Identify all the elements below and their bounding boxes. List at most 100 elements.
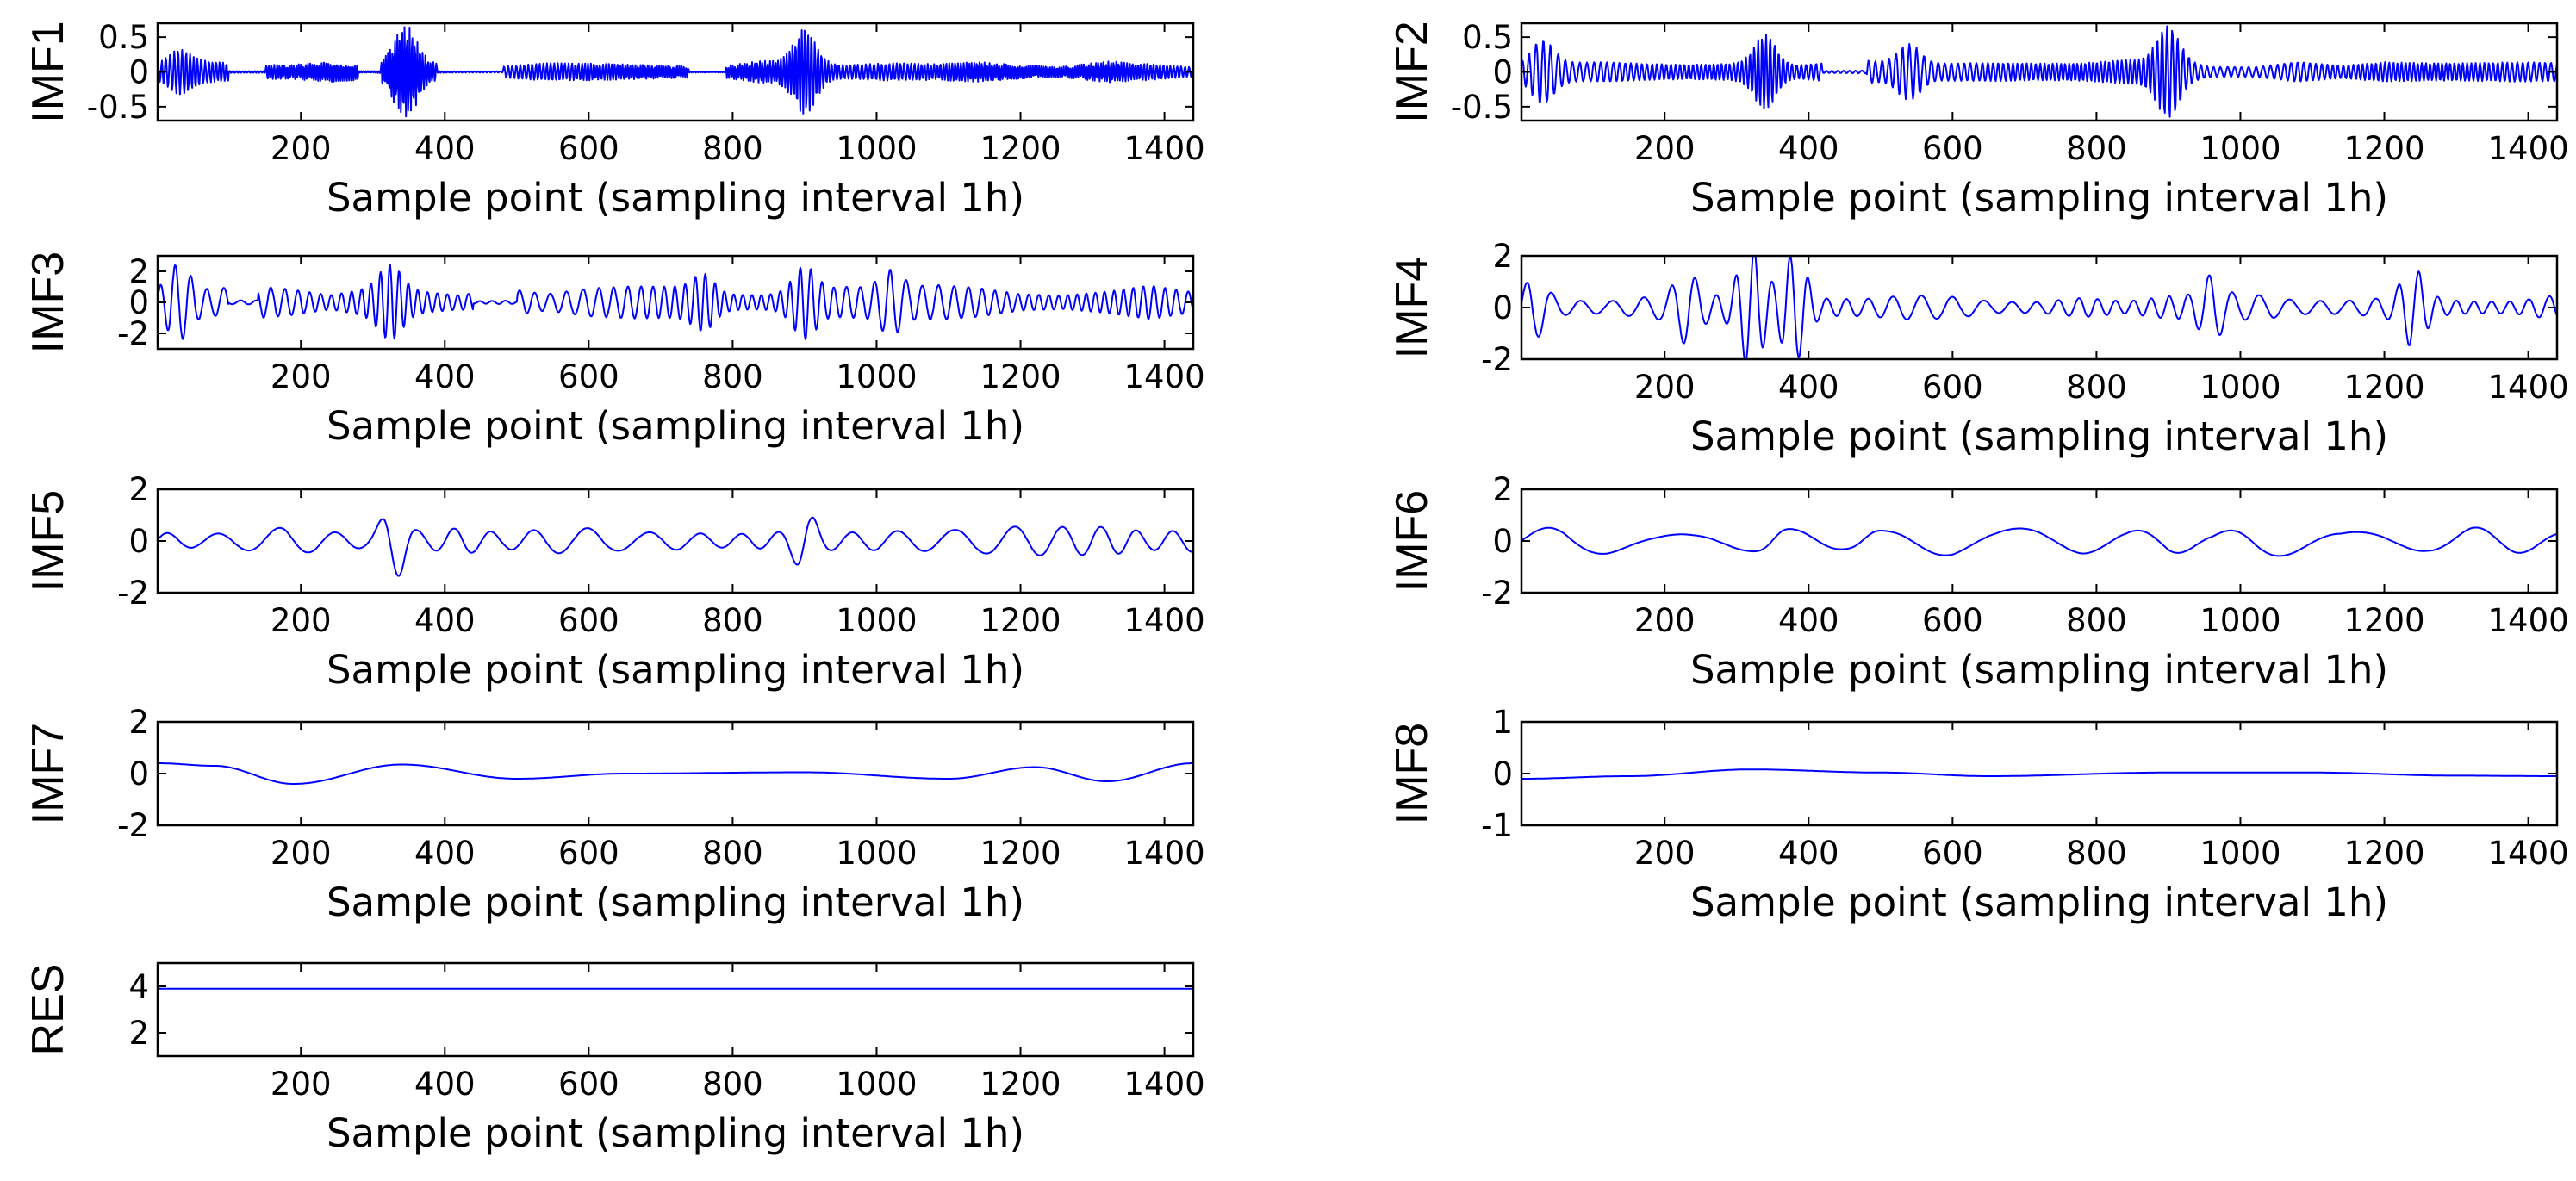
- y-axis-label: IMF5: [23, 490, 73, 592]
- x-tick-label: 800: [702, 358, 763, 395]
- x-tick-label: 400: [414, 1066, 476, 1103]
- x-tick-label: 1200: [980, 1066, 1061, 1103]
- y-tick-label: -0.5: [1451, 89, 1513, 126]
- y-axis-label: IMF8: [1387, 723, 1437, 824]
- y-axis-label: IMF7: [23, 723, 73, 824]
- y-tick-label: 0: [1492, 54, 1513, 91]
- x-tick-label: 1200: [2343, 369, 2424, 406]
- x-tick-label: 200: [1634, 602, 1696, 639]
- x-axis-label: Sample point (sampling interval 1h): [327, 403, 1024, 449]
- y-tick-label: 2: [128, 704, 149, 741]
- x-axis-label: Sample point (sampling interval 1h): [327, 175, 1024, 221]
- x-tick-label: 1400: [2488, 369, 2569, 406]
- x-tick-label: 800: [2066, 602, 2127, 639]
- x-tick-label: 800: [2066, 835, 2127, 872]
- y-axis-label: IMF6: [1387, 490, 1437, 592]
- x-axis-label: Sample point (sampling interval 1h): [327, 880, 1024, 925]
- y-tick-label: 1: [1492, 704, 1513, 741]
- x-tick-label: 600: [558, 602, 619, 639]
- subplot-imf8: 200 400 600 800 1000 1200 1400 1 0 -1 IMF8 Sample p…: [1387, 704, 2569, 925]
- x-tick-label: 800: [702, 835, 763, 872]
- x-axis-label: Sample point (sampling interval 1h): [1690, 413, 2388, 459]
- x-tick-label: 1200: [980, 358, 1061, 395]
- x-tick-label: 1200: [980, 835, 1061, 872]
- x-tick-label: 200: [1634, 835, 1696, 872]
- x-tick-label: 600: [1922, 602, 1983, 639]
- x-tick-label: 1000: [2200, 835, 2280, 872]
- subplot-imf1: 200 400 600 800 1000 1200 1400 0.50-0.5 IMF1 Samp…: [23, 19, 1205, 221]
- x-tick-label: 600: [558, 358, 619, 395]
- x-tick-label: 1400: [1124, 835, 1205, 872]
- x-tick-label: 1400: [1124, 130, 1205, 167]
- subplot-res: 200 400 600 800 1000 1200 1400 4 2 RES Sample poin…: [23, 961, 1205, 1156]
- series-line-imf1: [158, 26, 1193, 118]
- x-tick-label: 1400: [2488, 130, 2569, 167]
- y-tick-label: -2: [117, 575, 149, 612]
- x-tick-label: 1000: [836, 358, 917, 395]
- y-tick-label: -2: [1481, 341, 1513, 378]
- y-tick-label: 2: [1492, 471, 1513, 508]
- x-tick-label: 600: [1922, 369, 1983, 406]
- y-tick-label: 0: [1492, 289, 1513, 326]
- x-tick-label: 400: [1778, 835, 1839, 872]
- subplot-imf7: 200 400 600 800 1000 1200 1400 2 0 -2 IMF7 Sample p…: [23, 704, 1205, 925]
- subplot-imf5: 200 400 600 800 1000 1200 1400 2 0 -2 IMF5 Sample p…: [23, 471, 1205, 693]
- x-tick-label: 800: [702, 1066, 763, 1103]
- series-line-imf3: [158, 264, 1193, 340]
- x-tick-label: 1400: [2488, 835, 2569, 872]
- x-tick-label: 1000: [2200, 369, 2280, 406]
- y-tick-label: 2: [128, 471, 149, 508]
- x-tick-label: 600: [558, 1066, 619, 1103]
- y-tick-label: -2: [117, 315, 149, 352]
- x-tick-label: 1400: [1124, 602, 1205, 639]
- x-axis-label: Sample point (sampling interval 1h): [1690, 647, 2388, 693]
- x-tick-label: 800: [702, 130, 763, 167]
- y-tick-label: 0.5: [98, 19, 149, 56]
- x-tick-label: 1200: [2343, 130, 2424, 167]
- x-tick-label: 600: [558, 130, 619, 167]
- x-tick-label: 1000: [836, 602, 917, 639]
- x-axis-label: Sample point (sampling interval 1h): [327, 647, 1024, 693]
- y-axis-label: IMF4: [1387, 257, 1437, 358]
- x-tick-label: 200: [271, 1066, 332, 1103]
- plot-frame: [156, 961, 1195, 1058]
- x-tick-label: 1400: [1124, 1066, 1205, 1103]
- y-tick-label: 0: [128, 284, 149, 321]
- y-axis-label: IMF2: [1387, 21, 1437, 122]
- x-tick-label: 1400: [2488, 602, 2569, 639]
- x-tick-label: 400: [414, 358, 476, 395]
- y-tick-label: 2: [1492, 238, 1513, 275]
- subplot-imf2: 200 400 600 800 1000 1200 1400 0.50-0.5 IMF2 Samp…: [1387, 19, 2569, 221]
- x-tick-label: 200: [271, 358, 332, 395]
- plot-frame: [1520, 488, 2559, 594]
- x-tick-label: 200: [271, 130, 332, 167]
- x-tick-label: 1400: [1124, 358, 1205, 395]
- x-tick-label: 400: [1778, 369, 1839, 406]
- y-tick-label: -0.5: [87, 89, 149, 126]
- y-axis-label: IMF1: [23, 21, 73, 122]
- x-tick-label: 1200: [980, 602, 1061, 639]
- x-tick-label: 400: [1778, 130, 1839, 167]
- x-tick-label: 1200: [980, 130, 1061, 167]
- y-tick-label: -1: [1481, 807, 1513, 844]
- x-tick-label: 1000: [2200, 602, 2280, 639]
- series-line-imf2: [1521, 25, 2557, 118]
- y-axis-label: RES: [23, 964, 73, 1056]
- x-axis-label: Sample point (sampling interval 1h): [1690, 175, 2388, 221]
- x-tick-label: 200: [1634, 130, 1696, 167]
- x-tick-label: 800: [2066, 130, 2127, 167]
- x-axis-label: Sample point (sampling interval 1h): [327, 1110, 1024, 1156]
- x-tick-label: 200: [1634, 369, 1696, 406]
- x-tick-label: 1000: [836, 130, 917, 167]
- y-axis-label: IMF3: [23, 252, 73, 353]
- y-tick-label: 0: [1492, 523, 1513, 560]
- x-tick-label: 600: [558, 835, 619, 872]
- y-tick-label: 0.5: [1462, 19, 1513, 56]
- x-tick-label: 1000: [836, 1066, 917, 1103]
- x-tick-label: 1000: [836, 835, 917, 872]
- x-tick-label: 200: [271, 602, 332, 639]
- x-tick-label: 400: [414, 835, 476, 872]
- series-line-imf5: [158, 516, 1193, 577]
- subplot-imf6: 200 400 600 800 1000 1200 1400 2 0 -2 IMF6 Sample p…: [1387, 471, 2569, 693]
